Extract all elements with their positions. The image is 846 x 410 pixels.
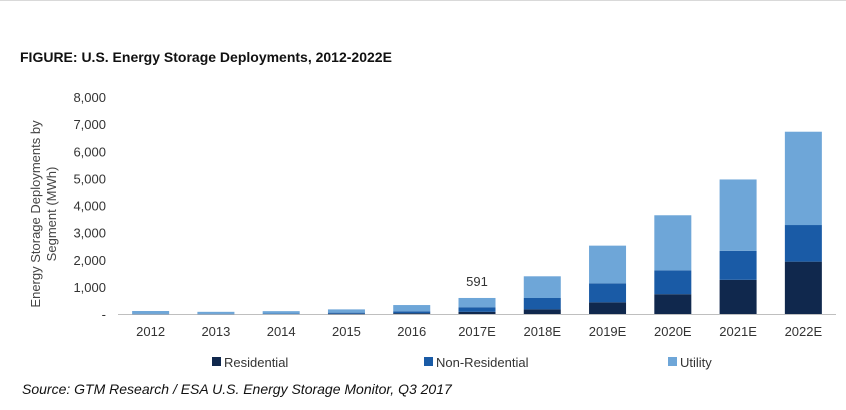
bar-non-residential-2018e [523,297,561,310]
bar-utility-2017e [458,297,496,308]
y-tick-label: 8,000 [73,90,106,105]
data-label-2017e: 591 [466,274,488,289]
legend-label-residential: Residential [224,355,288,370]
bar-utility-2019e [589,245,627,284]
y-tick-label: 4,000 [73,199,106,214]
bar-non-residential-2016 [393,311,431,314]
bar-utility-2018e [523,276,561,298]
top-divider [0,0,846,1]
x-tick-label-2012: 2012 [136,324,165,339]
x-tick-label-2020e: 2020E [654,324,692,339]
y-axis-title: Energy Storage Deployments by Segment (M… [28,120,59,308]
x-tick-label-2018e: 2018E [523,324,561,339]
y-tick-label: 3,000 [73,226,106,241]
bar-residential-2020e [654,294,692,314]
bar-utility-2022e [784,131,822,226]
x-tick-label-2014: 2014 [267,324,296,339]
x-tick-label-2019e: 2019E [589,324,627,339]
bar-non-residential-2017e [458,307,496,312]
x-tick-label-2021e: 2021E [719,324,757,339]
bar-non-residential-2013 [197,313,235,315]
y-axis-title-line-2: Segment (MWh) [44,167,59,262]
bar-residential-2019e [589,302,627,314]
x-tick-label-2022e: 2022E [785,324,823,339]
y-tick-label: 5,000 [73,171,106,186]
legend-swatch-utility [668,357,677,366]
bar-utility-2021e [719,179,757,251]
bar-non-residential-2021e [719,250,757,280]
chart-title: FIGURE: U.S. Energy Storage Deployments,… [20,49,392,65]
bar-utility-2015 [327,309,365,313]
bar-utility-2020e [654,215,692,271]
x-axis-ticks: 2012 2013 2014 2015 2016 2017E 2018E 2019E 2020E… [136,324,822,339]
legend-swatch-non-residential [424,357,433,366]
y-tick-label: 2,000 [73,253,106,268]
bar-non-residential-2022e [784,225,822,262]
legend-label-non-residential: Non-Residential [436,355,529,370]
y-axis-ticks: - 1,000 2,000 3,000 4,000 5,000 6,000 7,000 8,00… [73,90,106,322]
bar-residential-2016 [393,313,431,314]
bar-utility-2014 [262,311,300,314]
source-note: Source: GTM Research / ESA U.S. Energy S… [22,381,452,397]
x-tick-label-2013: 2013 [201,324,230,339]
legend-label-utility: Utility [680,355,712,370]
bar-residential-2017e [458,311,496,314]
y-axis-title-line-1: Energy Storage Deployments by [28,120,43,308]
y-tick-label: 7,000 [73,117,106,132]
bar-utility-2012 [132,311,170,314]
bar-residential-2021e [719,279,757,314]
x-tick-label-2017e: 2017E [458,324,496,339]
bar-non-residential-2019e [589,283,627,303]
bar-non-residential-2014 [262,313,300,315]
y-tick-label: - [102,307,106,322]
x-tick-label-2015: 2015 [332,324,361,339]
x-tick-label-2016: 2016 [397,324,426,339]
bar-non-residential-2020e [654,270,692,295]
legend: Residential Non-Residential Utility [212,355,712,370]
bars [132,131,822,315]
bar-utility-2013 [197,311,235,314]
legend-swatch-residential [212,357,221,366]
annotations: 591 [466,274,488,289]
stacked-bar-chart: Energy Storage Deployments by Segment (M… [28,90,836,370]
y-tick-label: 6,000 [73,144,106,159]
bar-non-residential-2015 [327,312,365,314]
bar-non-residential-2012 [132,313,170,315]
bar-residential-2022e [784,261,822,314]
bar-utility-2016 [393,305,431,312]
bar-residential-2015 [327,313,365,315]
bar-residential-2018e [523,309,561,314]
y-tick-label: 1,000 [73,280,106,295]
